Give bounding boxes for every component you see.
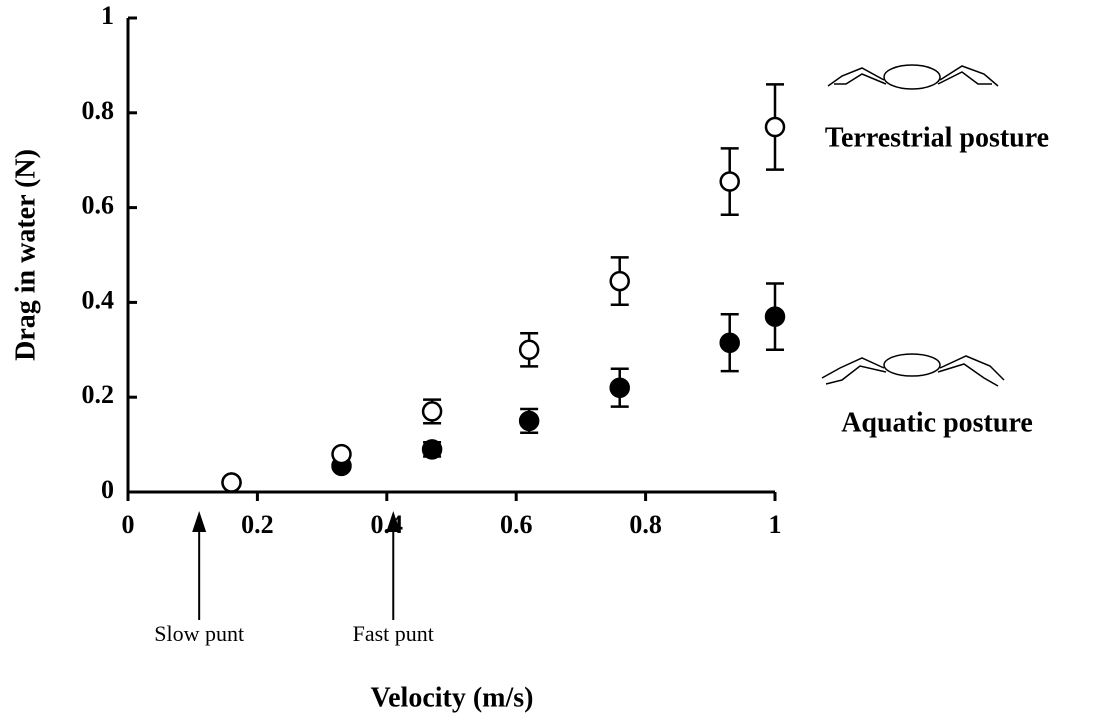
y-tick-label: 1 (101, 1, 114, 30)
data-point (764, 116, 786, 138)
data-point (331, 443, 352, 465)
y-tick-label: 0.8 (82, 96, 115, 125)
x-tick-label: 0.2 (241, 510, 274, 539)
x-tick-label: 0.6 (500, 510, 533, 539)
x-tick-label: 0.4 (371, 510, 404, 539)
data-point (518, 410, 540, 432)
arrow-head (192, 511, 207, 532)
data-point (719, 332, 740, 353)
y-tick-label: 0.4 (82, 285, 115, 314)
y-axis-label: Drag in water (N) (10, 149, 41, 361)
y-tick-label: 0.2 (82, 380, 115, 409)
data-point (609, 270, 630, 292)
data-point (719, 171, 740, 192)
data-point (421, 439, 443, 460)
annotation-label: Fast punt (353, 621, 434, 646)
x-axis-label: Velocity (m/s) (370, 682, 533, 713)
crab-icon (821, 353, 1005, 387)
x-tick-label: 1 (769, 510, 782, 539)
x-tick-label: 0 (122, 510, 135, 539)
data-point (518, 339, 540, 361)
data-point (764, 306, 786, 327)
annotation-label: Slow punt (154, 621, 244, 646)
y-tick-label: 0 (101, 475, 114, 504)
data-point (609, 377, 630, 398)
y-tick-label: 0.6 (82, 191, 115, 220)
crab-icon (827, 64, 999, 90)
legend-label: Aquatic posture (841, 407, 1033, 438)
data-point (421, 401, 443, 422)
data-point (221, 472, 242, 493)
legend-label: Terrestrial posture (825, 122, 1049, 153)
arrow-head (386, 511, 401, 532)
x-tick-label: 0.8 (629, 510, 662, 539)
